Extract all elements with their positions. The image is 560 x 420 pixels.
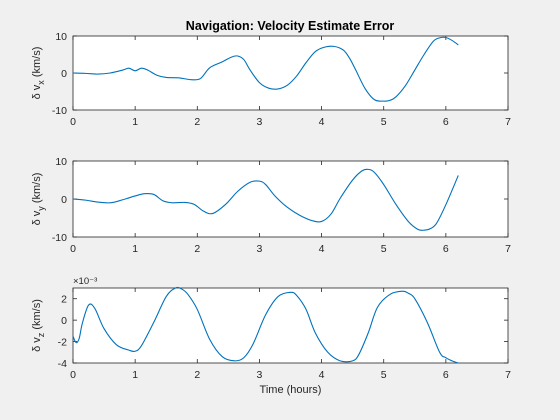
x-tick-label: 5	[381, 116, 387, 128]
y-tick-label: 0	[61, 68, 67, 80]
series-line	[72, 286, 459, 364]
x-tick-label: 2	[194, 369, 200, 381]
y-axis-label-subscript: y	[36, 206, 46, 211]
y-tick-label: -4	[58, 358, 67, 370]
axes-box	[72, 160, 509, 238]
x-tick-label: 6	[443, 369, 449, 381]
y-tick-label: 10	[55, 31, 67, 43]
x-tick-label: 1	[132, 369, 138, 381]
y-tick-label: 0	[61, 315, 67, 327]
x-tick-label: 3	[257, 369, 263, 381]
x-tick-label: 0	[70, 116, 76, 128]
x-axis-label: Time (hours)	[260, 384, 322, 396]
y-tick-label: -10	[52, 232, 67, 244]
x-tick-label: 6	[443, 243, 449, 255]
y-axis-label-main: δ v	[31, 84, 43, 99]
y-tick-label: 2	[61, 294, 67, 306]
x-tick-label: 7	[505, 369, 511, 381]
x-tick-label: 2	[194, 243, 200, 255]
axes-box	[72, 287, 509, 364]
y-axis-label: δ vx (km/s)	[31, 47, 46, 100]
x-tick-label: 0	[70, 369, 76, 381]
x-tick-label: 3	[257, 116, 263, 128]
x-tick-label: 4	[319, 243, 325, 255]
figure-title: Navigation: Velocity Estimate Error	[186, 19, 395, 33]
x-tick-label: 4	[319, 116, 325, 128]
x-tick-label: 2	[194, 116, 200, 128]
series-line	[72, 168, 459, 231]
x-tick-label: 5	[381, 369, 387, 381]
x-tick-label: 0	[70, 243, 76, 255]
y-tick-label: 10	[55, 156, 67, 168]
y-axis-label: δ vy (km/s)	[31, 173, 46, 226]
y-tick-label: 0	[61, 194, 67, 206]
x-tick-label: 1	[132, 116, 138, 128]
y-axis-label-main: δ v	[31, 337, 43, 352]
x-tick-label: 4	[319, 369, 325, 381]
x-tick-label: 6	[443, 116, 449, 128]
y-axis-label-unit: (km/s)	[31, 173, 43, 207]
x-tick-label: 7	[505, 116, 511, 128]
y-axis-label: δ vz (km/s)	[31, 299, 46, 352]
y-axis-label-subscript: x	[36, 80, 46, 85]
y-tick-label: -10	[52, 105, 67, 117]
x-tick-label: 1	[132, 243, 138, 255]
series-line	[72, 36, 459, 102]
y-axis-label-subscript: z	[36, 332, 46, 337]
y-exponent-label: ×10⁻³	[73, 276, 97, 287]
y-axis-label-unit: (km/s)	[31, 299, 43, 333]
x-tick-label: 7	[505, 243, 511, 255]
axes-box	[72, 35, 509, 111]
y-axis-label-unit: (km/s)	[31, 47, 43, 81]
y-tick-label: -2	[58, 337, 67, 349]
x-tick-label: 3	[257, 243, 263, 255]
x-tick-label: 5	[381, 243, 387, 255]
subplot-vz: 0 1 2 3 4 5 6 7 -4 -2 0 2 ×10⁻³ δ vz (km/s) Time (hour…	[31, 276, 511, 396]
y-axis-label-main: δ v	[31, 210, 43, 225]
